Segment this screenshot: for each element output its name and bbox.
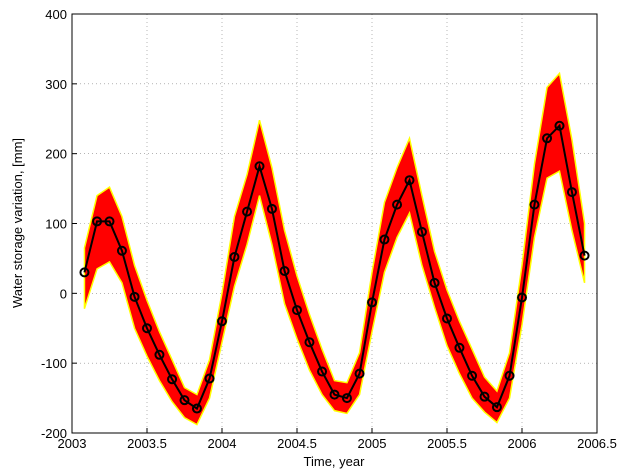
y-tick-label: -200 xyxy=(41,426,67,441)
data-point xyxy=(304,337,315,348)
y-axis-label: Water storage variation, [mm] xyxy=(10,138,25,308)
plot-area xyxy=(72,14,597,433)
data-point xyxy=(79,267,90,278)
data-point xyxy=(279,265,290,276)
data-point xyxy=(317,366,328,377)
x-tick-label: 2006 xyxy=(508,436,537,451)
x-tick-label: 2003.5 xyxy=(127,436,167,451)
y-tick-label: 200 xyxy=(45,147,67,162)
data-point xyxy=(354,368,365,379)
data-point xyxy=(329,389,340,400)
data-point xyxy=(254,161,265,172)
data-point xyxy=(92,216,103,227)
data-point xyxy=(429,277,440,288)
data-point xyxy=(479,391,490,402)
data-point xyxy=(404,175,415,186)
y-tick-label: 100 xyxy=(45,217,67,232)
data-point xyxy=(454,342,465,353)
data-point xyxy=(504,370,515,381)
data-point xyxy=(167,374,178,385)
data-point xyxy=(467,370,478,381)
x-tick-label: 2005.5 xyxy=(427,436,467,451)
data-point xyxy=(491,402,502,413)
data-point xyxy=(341,393,352,404)
x-tick-label: 2005 xyxy=(358,436,387,451)
data-point xyxy=(542,133,553,144)
data-point xyxy=(116,245,127,256)
data-point xyxy=(379,234,390,245)
x-tick-label: 2004.5 xyxy=(277,436,317,451)
data-point xyxy=(529,199,540,210)
data-line xyxy=(83,123,586,411)
data-point xyxy=(129,291,140,302)
y-tick-label: 400 xyxy=(45,7,67,22)
x-tick-label: 2006.5 xyxy=(577,436,617,451)
data-point xyxy=(204,373,215,384)
data-point xyxy=(154,349,165,360)
data-point xyxy=(229,252,240,263)
data-point xyxy=(392,199,403,210)
data-point xyxy=(442,313,452,324)
x-tick-label: 2003 xyxy=(58,436,87,451)
envelope-band xyxy=(83,71,586,426)
data-point xyxy=(292,305,302,316)
y-tick-label: 0 xyxy=(60,286,67,301)
data-point xyxy=(191,403,202,414)
data-point xyxy=(242,206,253,217)
data-point xyxy=(104,216,115,227)
y-tick-label: 300 xyxy=(45,77,67,92)
data-point xyxy=(142,323,152,334)
axes-box xyxy=(71,13,598,434)
data-point xyxy=(179,395,190,406)
data-point xyxy=(566,187,577,198)
x-axis-label: Time, year xyxy=(304,454,366,469)
data-point xyxy=(367,297,377,308)
data-point xyxy=(579,250,590,261)
data-point xyxy=(217,316,227,327)
data-point xyxy=(416,226,427,237)
y-tick-label: -100 xyxy=(41,356,67,371)
data-point xyxy=(554,120,565,131)
data-point xyxy=(517,292,527,303)
x-tick-label: 2004 xyxy=(208,436,237,451)
data-point xyxy=(266,203,277,214)
